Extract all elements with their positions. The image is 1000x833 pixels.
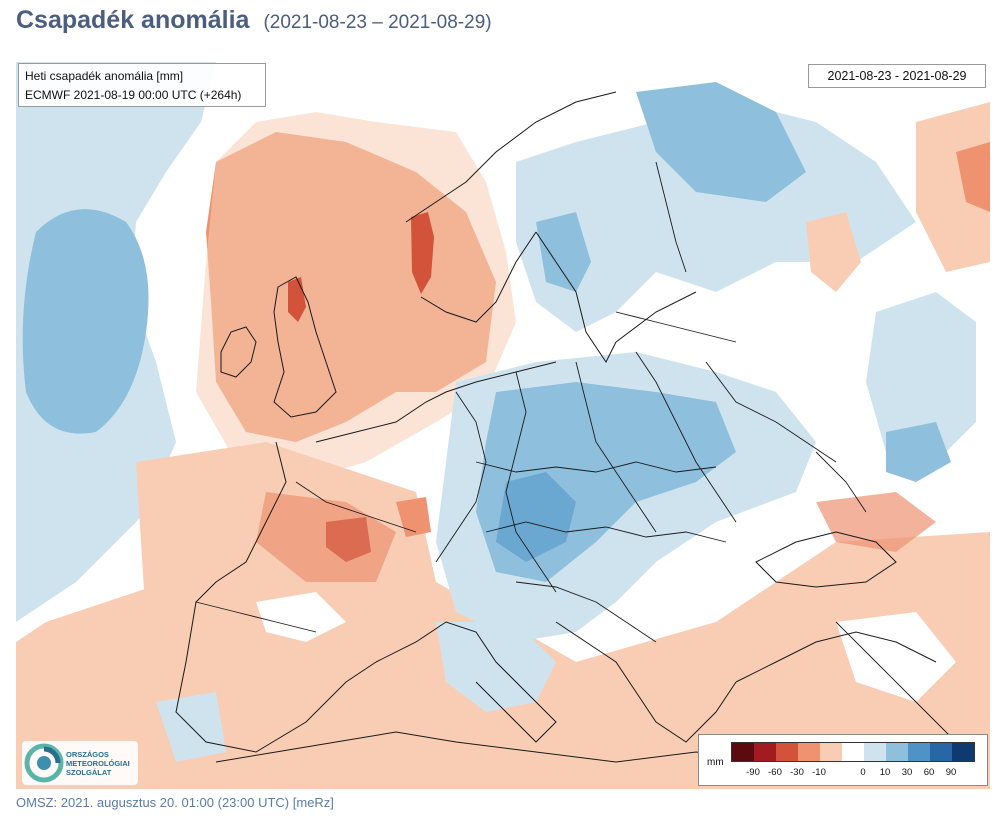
balkan-coast <box>555 621 737 743</box>
map-canvas <box>16 62 990 789</box>
border-central-2 <box>575 361 657 533</box>
legend-tick-labels: -90 -60 -30 -10 0 10 30 60 90 <box>731 767 973 781</box>
atlantic-wet-core <box>22 209 149 434</box>
page-title: Csapadék anomália <box>16 6 250 34</box>
border-east-1 <box>635 351 737 523</box>
baltic-coast <box>535 231 697 363</box>
legend-swatch-9 <box>930 743 952 761</box>
date-range-box: 2021-08-23 - 2021-08-29 <box>808 64 986 88</box>
caucasus-dry-patch <box>816 492 936 552</box>
border-central-1 <box>505 371 557 593</box>
border-iberia <box>195 601 317 633</box>
southwest-dry-zone <box>16 582 196 789</box>
turkey-coast <box>735 631 937 683</box>
ural-dry-core <box>956 142 990 212</box>
period-subtitle: (2021-08-23 – 2021-08-29) <box>263 12 492 33</box>
footer-credit: OMSZ: 2021. augusztus 20. 01:00 (23:00 U… <box>16 795 334 810</box>
legend-swatch-10 <box>952 743 974 761</box>
iberia-neutral-patch <box>256 592 346 642</box>
legend-tick-label: -10 <box>812 767 826 778</box>
great-britain-outline <box>273 276 337 418</box>
border-east-2 <box>705 361 837 463</box>
border-middle-east <box>835 621 957 743</box>
norway-strong-dry <box>411 212 434 294</box>
north-sea-dry-halo <box>196 112 516 482</box>
legend-swatch-5 <box>842 743 864 761</box>
border-france <box>295 481 417 533</box>
legend-color-bar <box>731 742 975 762</box>
scandinavia-coast <box>405 91 617 323</box>
italy-coast <box>375 621 557 743</box>
legend-swatch-7 <box>886 743 908 761</box>
ural-dry-zone <box>916 102 990 272</box>
border-balkan <box>515 581 657 643</box>
info-model-run: ECMWF 2021-08-19 00:00 UTC (+264h) <box>25 88 242 102</box>
north-coast-continent <box>315 361 557 443</box>
legend-tick-label: 30 <box>901 767 913 778</box>
border-west-1 <box>435 391 487 563</box>
omsz-logo: ORSZÁGOS METEOROLÓGIAI SZOLGÁLAT <box>22 741 138 785</box>
legend-swatch-3 <box>798 743 820 761</box>
coastlines <box>175 91 937 763</box>
northeast-wet-core <box>636 82 806 202</box>
legend-tick-label: -60 <box>768 767 782 778</box>
anomaly-map <box>16 62 990 789</box>
border-finland <box>655 161 687 273</box>
legend-tick-label: -30 <box>790 767 804 778</box>
border-ukraine-east <box>815 451 867 513</box>
legend-swatch-4 <box>820 743 842 761</box>
border-baltic-states <box>615 311 737 343</box>
map-info-box: Heti csapadék anomália [mm] ECMWF 2021-0… <box>18 63 266 107</box>
legend-tick-label: 60 <box>923 767 935 778</box>
scandinavia-wet-zone <box>516 102 916 332</box>
legend-tick-label: -90 <box>746 767 760 778</box>
page-header: Csapadék anomália (2021-08-23 – 2021-08-… <box>16 6 492 46</box>
country-borders <box>195 161 957 743</box>
alps-dry-patch <box>396 497 431 537</box>
border-horizontal-2 <box>485 521 727 543</box>
omsz-logo-text: ORSZÁGOS METEOROLÓGIAI SZOLGÁLAT <box>66 749 130 777</box>
legend-swatch-1 <box>754 743 776 761</box>
france-dry-core <box>326 517 371 562</box>
color-legend: mm -90 -60 -30 -10 0 10 30 60 90 <box>698 734 988 786</box>
hungary-wet-center <box>496 472 576 562</box>
black-sea-outline <box>755 531 897 588</box>
info-title: Heti csapadék anomália [mm] <box>25 69 184 83</box>
sweden-wet-core <box>536 212 591 292</box>
legend-tick-label: 90 <box>945 767 957 778</box>
italy-wet-zone <box>436 622 556 712</box>
russia-wet-zone <box>866 292 976 462</box>
legend-swatch-8 <box>908 743 930 761</box>
legend-swatch-2 <box>776 743 798 761</box>
legend-swatch-0 <box>732 743 754 761</box>
legend-swatch-6 <box>864 743 886 761</box>
legend-tick-label: 0 <box>860 767 866 778</box>
iberia-france-coast <box>175 441 377 753</box>
legend-unit: mm <box>707 757 724 768</box>
ireland-outline <box>220 326 257 378</box>
russia-wet-core <box>886 422 951 482</box>
omsz-logo-icon <box>24 743 64 783</box>
legend-tick-label: 10 <box>879 767 891 778</box>
baltic-dry-patch <box>806 212 861 292</box>
border-horizontal-1 <box>475 461 717 473</box>
